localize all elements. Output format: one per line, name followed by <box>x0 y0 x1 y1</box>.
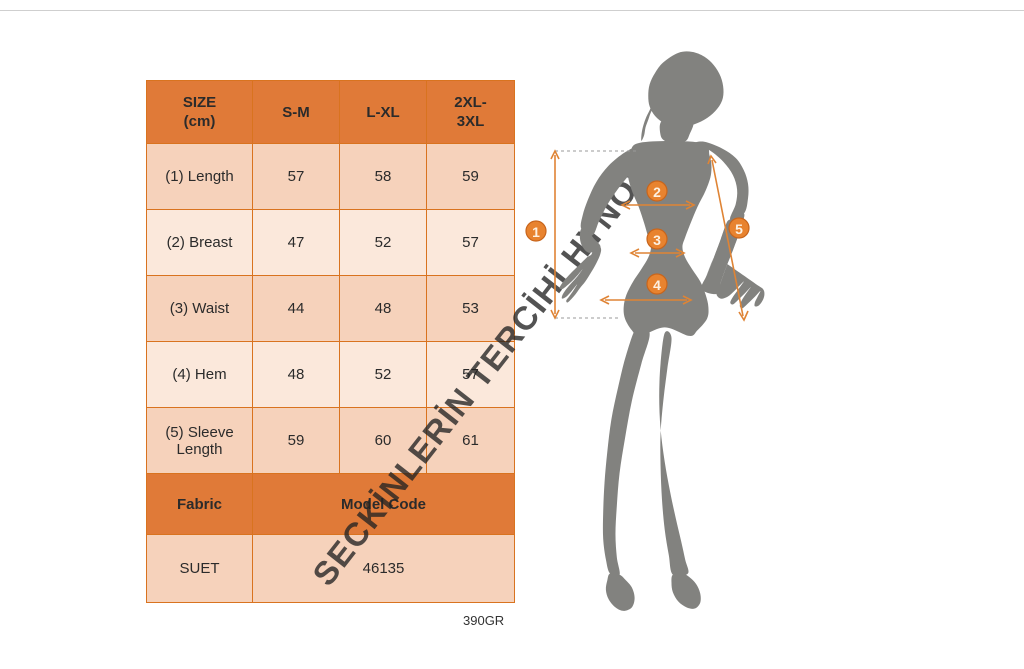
svg-text:5: 5 <box>735 221 743 237</box>
svg-text:2: 2 <box>653 184 661 200</box>
svg-text:1: 1 <box>532 224 540 240</box>
svg-text:4: 4 <box>653 277 661 293</box>
svg-text:3: 3 <box>653 232 661 248</box>
